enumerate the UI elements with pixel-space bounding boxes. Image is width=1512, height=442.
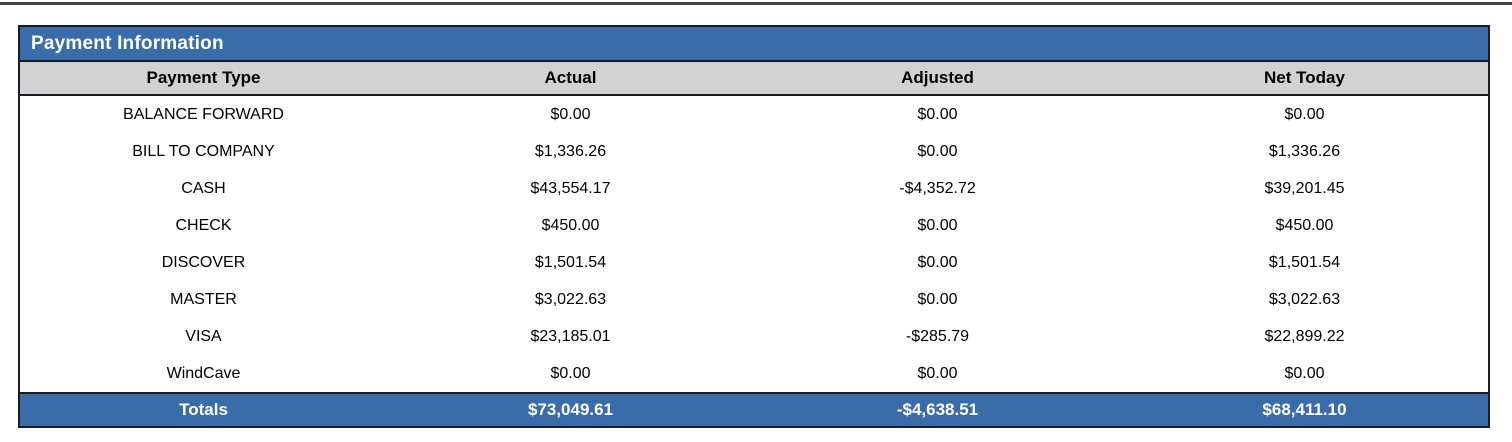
payment-type-cell: BILL TO COMPANY <box>132 142 275 160</box>
net-today-cell: $0.00 <box>1284 105 1325 123</box>
table-row: CASH $43,554.17 -$4,352.72 $39,201.45 <box>20 170 1488 207</box>
payment-type-cell: CHECK <box>175 216 232 234</box>
page-top-divider <box>0 2 1512 5</box>
actual-cell: $0.00 <box>550 105 591 123</box>
payment-information-panel: Payment Information Payment Type Actual … <box>18 25 1490 428</box>
adjusted-cell: $0.00 <box>917 253 958 271</box>
payment-type-cell: MASTER <box>170 290 237 308</box>
table-row: VISA $23,185.01 -$285.79 $22,899.22 <box>20 318 1488 355</box>
adjusted-cell: $0.00 <box>917 216 958 234</box>
adjusted-cell: $0.00 <box>917 290 958 308</box>
totals-row: Totals $73,049.61 -$4,638.51 $68,411.10 <box>20 392 1488 426</box>
adjusted-cell: $0.00 <box>917 364 958 382</box>
column-header-row: Payment Type Actual Adjusted Net Today <box>20 62 1488 96</box>
actual-cell: $3,022.63 <box>534 290 607 308</box>
payment-type-cell: DISCOVER <box>161 253 246 271</box>
table-row: MASTER $3,022.63 $0.00 $3,022.63 <box>20 281 1488 318</box>
net-today-cell: $1,336.26 <box>1268 142 1341 160</box>
net-today-cell: $450.00 <box>1275 216 1334 234</box>
net-today-cell: $1,501.54 <box>1268 253 1341 271</box>
net-today-cell: $0.00 <box>1284 364 1325 382</box>
totals-adjusted: -$4,638.51 <box>896 400 979 419</box>
adjusted-cell: -$285.79 <box>905 327 970 345</box>
adjusted-cell: $0.00 <box>917 105 958 123</box>
actual-cell: $450.00 <box>541 216 600 234</box>
actual-cell: $23,185.01 <box>530 327 611 345</box>
column-header-payment-type: Payment Type <box>146 68 261 87</box>
totals-net-today: $68,411.10 <box>1262 400 1347 419</box>
panel-title: Payment Information <box>31 32 224 54</box>
net-today-cell: $39,201.45 <box>1264 179 1345 197</box>
adjusted-cell: $0.00 <box>917 142 958 160</box>
actual-cell: $1,501.54 <box>534 253 607 271</box>
table-row: BILL TO COMPANY $1,336.26 $0.00 $1,336.2… <box>20 133 1488 170</box>
actual-cell: $0.00 <box>550 364 591 382</box>
column-header-adjusted: Adjusted <box>901 68 974 87</box>
payment-type-cell: WindCave <box>166 364 241 382</box>
net-today-cell: $22,899.22 <box>1264 327 1345 345</box>
actual-cell: $43,554.17 <box>530 179 611 197</box>
table-row: WindCave $0.00 $0.00 $0.00 <box>20 355 1488 392</box>
table-row: BALANCE FORWARD $0.00 $0.00 $0.00 <box>20 96 1488 133</box>
net-today-cell: $3,022.63 <box>1268 290 1341 308</box>
payment-type-cell: CASH <box>181 179 226 197</box>
actual-cell: $1,336.26 <box>534 142 607 160</box>
adjusted-cell: -$4,352.72 <box>899 179 976 197</box>
column-header-actual: Actual <box>544 68 597 87</box>
table-row: CHECK $450.00 $0.00 $450.00 <box>20 207 1488 244</box>
totals-label: Totals <box>179 400 228 419</box>
payment-type-cell: VISA <box>185 327 222 345</box>
totals-actual: $73,049.61 <box>527 400 614 419</box>
table-row: DISCOVER $1,501.54 $0.00 $1,501.54 <box>20 244 1488 281</box>
panel-title-bar: Payment Information <box>20 27 1488 62</box>
payment-type-cell: BALANCE FORWARD <box>123 105 284 123</box>
column-header-net-today: Net Today <box>1264 68 1345 87</box>
